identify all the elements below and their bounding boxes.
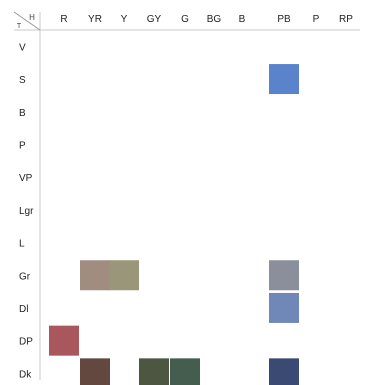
hue-label-g: G [181, 14, 189, 25]
tone-axis-labels: V S B P VP Lgr L Gr Dl DP Dk [19, 42, 34, 380]
tone-label-l: L [19, 239, 25, 250]
hue-label-pb: PB [277, 14, 291, 25]
tone-label-p: P [19, 140, 26, 151]
hue-label-gy: GY [147, 14, 162, 25]
cell-gy-dk [139, 358, 169, 385]
cell-g-dk [170, 358, 200, 385]
hue-label-rp: RP [339, 14, 353, 25]
corner-label-bottom: T [17, 23, 22, 30]
cell-pb-s [269, 64, 299, 95]
tone-label-b: B [19, 108, 26, 119]
hue-label-y: Y [121, 14, 128, 25]
hue-axis-labels: R YR Y GY G BG B PB P RP [60, 14, 353, 25]
cell-pb-dl [269, 292, 299, 323]
chart-frame: H T [13, 11, 360, 380]
hue-label-p: P [313, 14, 320, 25]
tone-label-dp: DP [19, 337, 33, 348]
cell-yr-gr [80, 260, 110, 291]
tone-label-s: S [19, 75, 26, 86]
cell-yr-dk [80, 358, 110, 385]
tone-label-vp: VP [19, 173, 33, 184]
tone-label-dk: Dk [19, 369, 32, 380]
cell-y-gr [109, 260, 139, 291]
corner-label-top: H [29, 13, 35, 22]
color-cells [49, 64, 299, 385]
tone-label-lgr: Lgr [19, 206, 34, 217]
tone-label-dl: Dl [19, 304, 28, 315]
hue-label-r: R [60, 14, 67, 25]
hue-label-yr: YR [88, 14, 102, 25]
tone-label-gr: Gr [19, 271, 31, 282]
hue-label-b: B [239, 14, 246, 25]
corner-diagonal [13, 11, 41, 31]
cell-pb-gr [269, 260, 299, 291]
tone-label-v: V [19, 42, 26, 53]
cell-r-dp [49, 325, 79, 356]
cell-pb-dk [269, 358, 299, 385]
hue-label-bg: BG [207, 14, 222, 25]
